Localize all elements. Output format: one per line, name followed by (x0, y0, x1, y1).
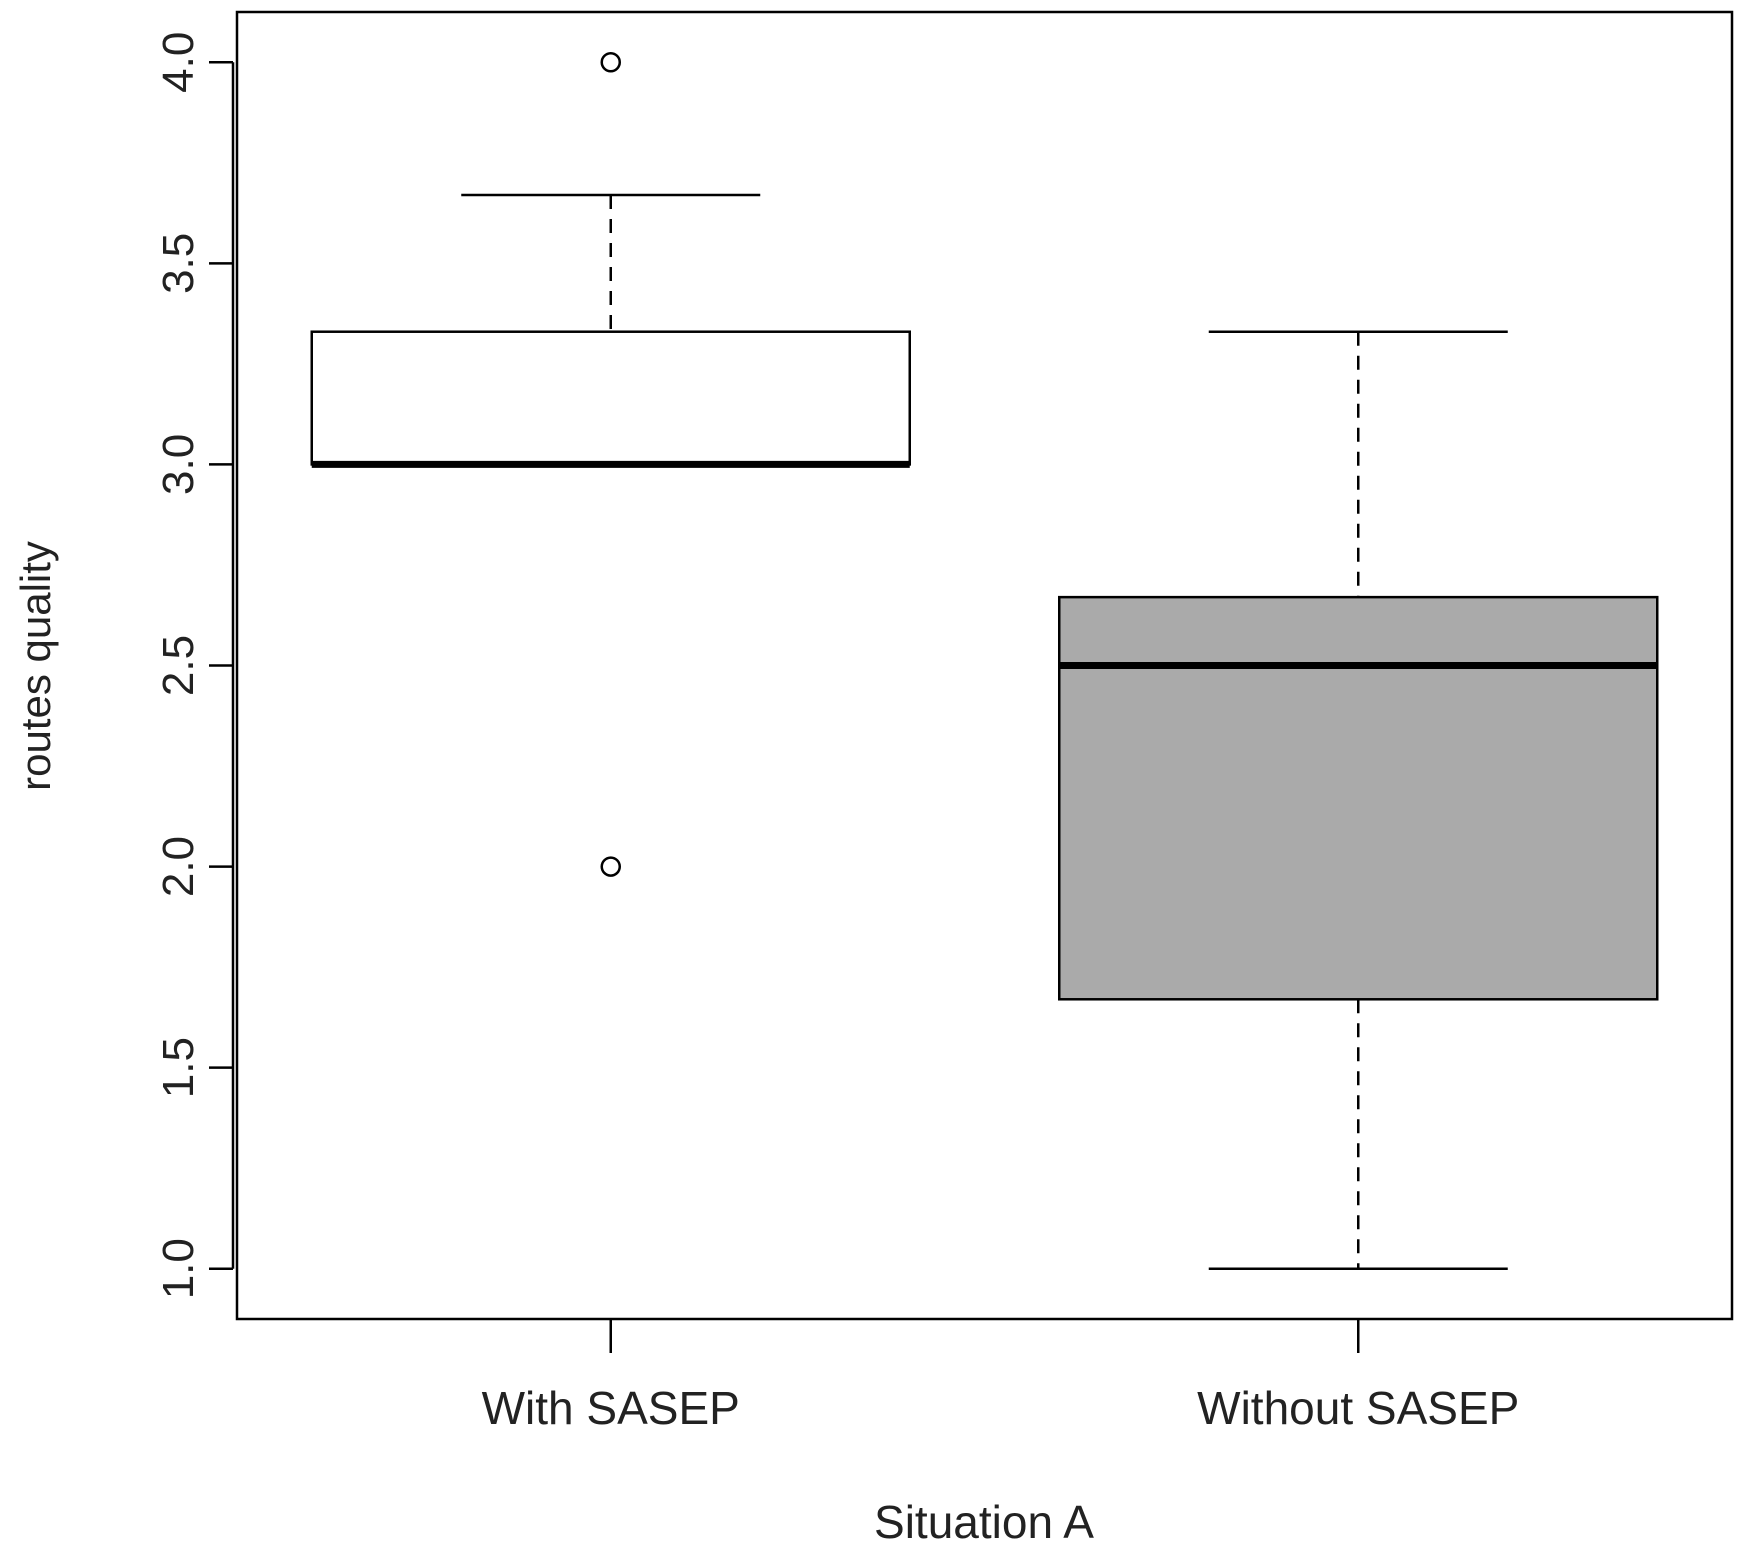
x-axis-label: Situation A (874, 1496, 1094, 1548)
boxes (310, 52, 1659, 1270)
x-axis: With SASEP Without SASEP (482, 1319, 1519, 1434)
y-tick-label: 1.5 (154, 1037, 203, 1098)
box (310, 330, 911, 466)
outlier-point (600, 52, 621, 73)
y-tick-label: 4.0 (154, 32, 203, 93)
y-axis-label: routes quality (12, 541, 59, 791)
y-tick-label: 3.0 (154, 434, 203, 495)
y-tick-label: 2.5 (154, 635, 203, 696)
y-tick-label: 3.5 (154, 233, 203, 294)
box (1058, 595, 1659, 1001)
y-axis: 1.0 1.5 2.0 2.5 3.0 3.5 4.0 (154, 32, 235, 1299)
x-tick-label: Without SASEP (1197, 1382, 1519, 1434)
plot-frame (235, 10, 1734, 1321)
y-tick-label: 1.0 (154, 1238, 203, 1299)
x-tick-label: With SASEP (482, 1382, 740, 1434)
y-tick-label: 2.0 (154, 836, 203, 897)
outlier-point (600, 856, 621, 877)
